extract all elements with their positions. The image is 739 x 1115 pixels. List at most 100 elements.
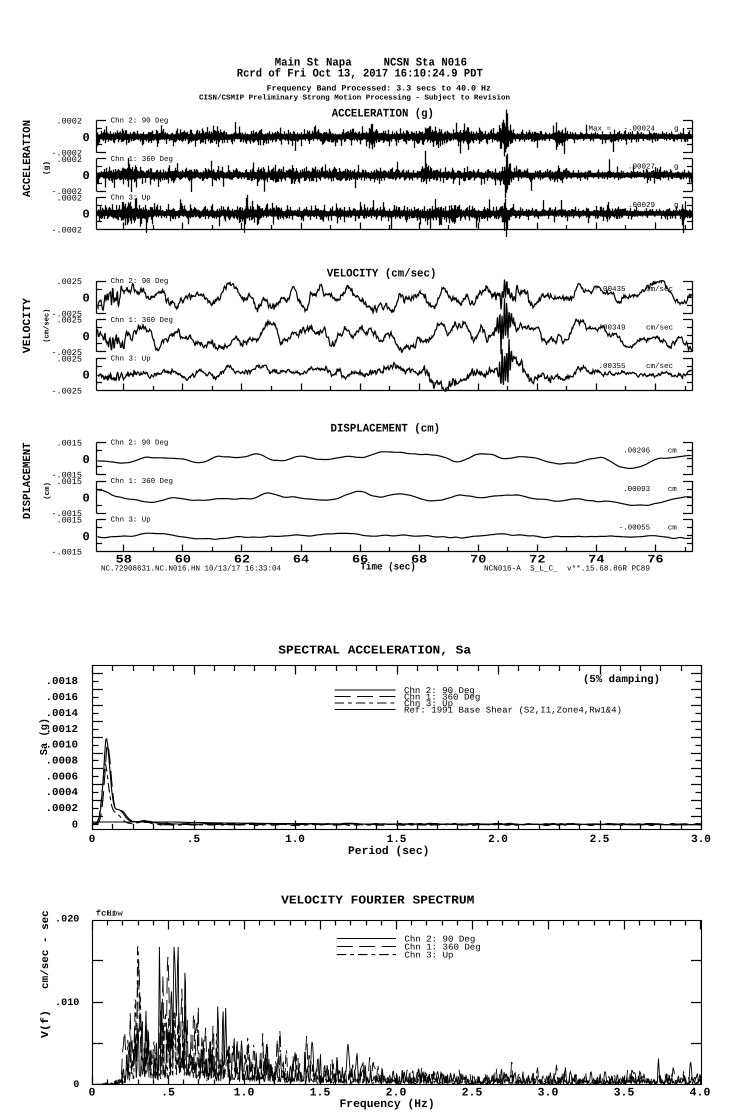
svg-text:Chn 1: 360 Deg: Chn 1: 360 Deg xyxy=(111,477,173,486)
svg-text:Chn 2: 90 Deg: Chn 2: 90 Deg xyxy=(111,277,169,286)
svg-text:0: 0 xyxy=(82,208,89,222)
svg-text:Chn 2: 90 Deg: Chn 2: 90 Deg xyxy=(111,117,169,126)
svg-text:-.0002: -.0002 xyxy=(51,149,82,159)
svg-text:.0010: .0010 xyxy=(46,740,79,752)
svg-text:-.0002: -.0002 xyxy=(51,226,82,236)
svg-text:VELOCITY: VELOCITY xyxy=(22,298,34,354)
svg-text:g: g xyxy=(674,202,679,210)
svg-text:Ref: 1991 Base Shear (S2,I1,Zo: Ref: 1991 Base Shear (S2,I1,Zone4,Rw1&4) xyxy=(404,706,622,716)
svg-text:Chn 1: 360 Deg: Chn 1: 360 Deg xyxy=(404,943,480,953)
svg-text:68: 68 xyxy=(411,553,427,566)
svg-text:74: 74 xyxy=(588,553,604,566)
svg-text:.5: .5 xyxy=(187,834,201,846)
svg-text:0: 0 xyxy=(89,1087,96,1100)
svg-text:58: 58 xyxy=(116,553,132,566)
svg-text:.0002: .0002 xyxy=(46,803,79,815)
svg-text:Chn 2: 90 Deg: Chn 2: 90 Deg xyxy=(111,439,169,448)
svg-text:Time (sec): Time (sec) xyxy=(360,561,415,573)
svg-text:0: 0 xyxy=(82,453,89,467)
svg-text:-.0015: -.0015 xyxy=(51,509,82,519)
svg-text:ACCELERATION (g): ACCELERATION (g) xyxy=(332,108,434,121)
svg-text:1.5: 1.5 xyxy=(387,834,407,846)
svg-text:3.0: 3.0 xyxy=(538,1087,559,1100)
svg-text:DISPLACEMENT: DISPLACEMENT xyxy=(22,442,34,519)
svg-text:Chn 3: Up: Chn 3: Up xyxy=(111,516,151,525)
svg-text:.0012: .0012 xyxy=(46,724,79,736)
svg-text:2.0: 2.0 xyxy=(488,834,508,846)
svg-text:2.5: 2.5 xyxy=(462,1087,483,1100)
svg-text:fcHi: fcHi xyxy=(96,910,117,919)
svg-text:NCN016-A S_L_C_ v**.15.68.86: NCN016-A S_L_C_ v**.15.68.86R PC89 xyxy=(484,565,650,574)
svg-text:.00027: .00027 xyxy=(628,163,655,172)
svg-text:2.0: 2.0 xyxy=(386,1087,407,1100)
svg-text:(cm/sec): (cm/sec) xyxy=(42,309,51,343)
svg-text:0: 0 xyxy=(82,491,89,505)
svg-text:0: 0 xyxy=(82,169,89,183)
svg-text:Chn 1: 360 Deg: Chn 1: 360 Deg xyxy=(111,155,173,164)
svg-text:Frequency Band Processed: 3.3: Frequency Band Processed: 3.3 secs to 40… xyxy=(267,85,492,94)
svg-text:0: 0 xyxy=(73,1080,79,1091)
svg-text:.0002: .0002 xyxy=(56,117,82,127)
svg-text:0: 0 xyxy=(82,131,89,145)
svg-text:Chn 3: Up: Chn 3: Up xyxy=(404,699,453,709)
svg-text:1.0: 1.0 xyxy=(234,1087,255,1100)
svg-text:Main St Napa NCSN Sta N016: Main St Napa NCSN Sta N016 xyxy=(275,56,467,69)
svg-text:DISPLACEMENT (cm): DISPLACEMENT (cm) xyxy=(331,423,441,436)
svg-text:Max =: Max = xyxy=(589,125,612,133)
svg-text:Sa (g): Sa (g) xyxy=(39,718,51,755)
svg-text:(5% damping): (5% damping) xyxy=(583,674,660,686)
svg-text:.020: .020 xyxy=(55,914,79,925)
svg-text:.0025: .0025 xyxy=(56,277,82,287)
svg-text:4.0: 4.0 xyxy=(690,1087,711,1100)
svg-text:cm: cm xyxy=(668,447,678,455)
svg-text:.00355: .00355 xyxy=(598,362,626,371)
svg-text:V(f): V(f) xyxy=(40,1010,52,1038)
svg-text:.0015: .0015 xyxy=(56,477,82,487)
svg-text:76: 76 xyxy=(647,553,663,566)
svg-text:0: 0 xyxy=(82,530,89,544)
svg-text:.010: .010 xyxy=(55,998,79,1009)
svg-text:CISN/CSMIP Preliminary Strong: CISN/CSMIP Preliminary Strong Motion Pro… xyxy=(199,93,510,102)
svg-text:.0025: .0025 xyxy=(56,354,82,364)
svg-text:64: 64 xyxy=(293,553,309,566)
svg-text:cm/sec - sec: cm/sec - sec xyxy=(40,910,52,989)
svg-text:.0002: .0002 xyxy=(56,193,82,203)
svg-text:0: 0 xyxy=(82,291,89,305)
svg-text:-.00024: -.00024 xyxy=(623,124,655,133)
svg-text:Chn 3: Up: Chn 3: Up xyxy=(404,951,453,961)
svg-text:-.0002: -.0002 xyxy=(51,187,82,197)
svg-text:66: 66 xyxy=(352,553,368,566)
svg-text:0: 0 xyxy=(82,369,89,383)
svg-text:Chn 2: 90 Deg: Chn 2: 90 Deg xyxy=(404,935,475,945)
svg-text:3.5: 3.5 xyxy=(614,1087,635,1100)
svg-text:62: 62 xyxy=(234,553,250,566)
svg-text:-.0025: -.0025 xyxy=(51,387,82,397)
svg-text:-.0015: -.0015 xyxy=(51,471,82,481)
svg-text:-.00055: -.00055 xyxy=(619,523,651,532)
svg-text:cm: cm xyxy=(668,486,678,494)
svg-text:fcLow: fcLow xyxy=(96,910,123,919)
svg-text:0: 0 xyxy=(82,330,89,344)
svg-text:.0018: .0018 xyxy=(46,676,79,688)
svg-text:.0006: .0006 xyxy=(46,771,79,783)
svg-text:Chn 1: 360 Deg: Chn 1: 360 Deg xyxy=(404,693,480,703)
svg-text:Chn 3: Up: Chn 3: Up xyxy=(111,354,151,363)
svg-text:.0025: .0025 xyxy=(56,316,82,326)
svg-text:.00206: .00206 xyxy=(623,446,651,455)
svg-text:Period (sec): Period (sec) xyxy=(348,845,429,858)
svg-text:Chn 3: Up: Chn 3: Up xyxy=(111,193,151,202)
svg-text:.0002: .0002 xyxy=(56,155,82,165)
svg-text:0: 0 xyxy=(89,834,96,846)
svg-text:3.0: 3.0 xyxy=(691,834,711,846)
svg-text:.0004: .0004 xyxy=(46,787,79,799)
svg-text:.00029: .00029 xyxy=(628,201,655,210)
svg-text:70: 70 xyxy=(470,553,486,566)
svg-text:.5: .5 xyxy=(161,1087,175,1100)
svg-text:0: 0 xyxy=(72,820,78,832)
svg-text:VELOCITY FOURIER SPECTRUM: VELOCITY FOURIER SPECTRUM xyxy=(281,894,474,908)
svg-text:ACCELERATION: ACCELERATION xyxy=(22,120,34,197)
svg-text:.0015: .0015 xyxy=(56,439,82,449)
svg-text:(g): (g) xyxy=(43,161,52,175)
svg-text:g: g xyxy=(674,125,679,133)
svg-text:cm: cm xyxy=(668,524,678,532)
